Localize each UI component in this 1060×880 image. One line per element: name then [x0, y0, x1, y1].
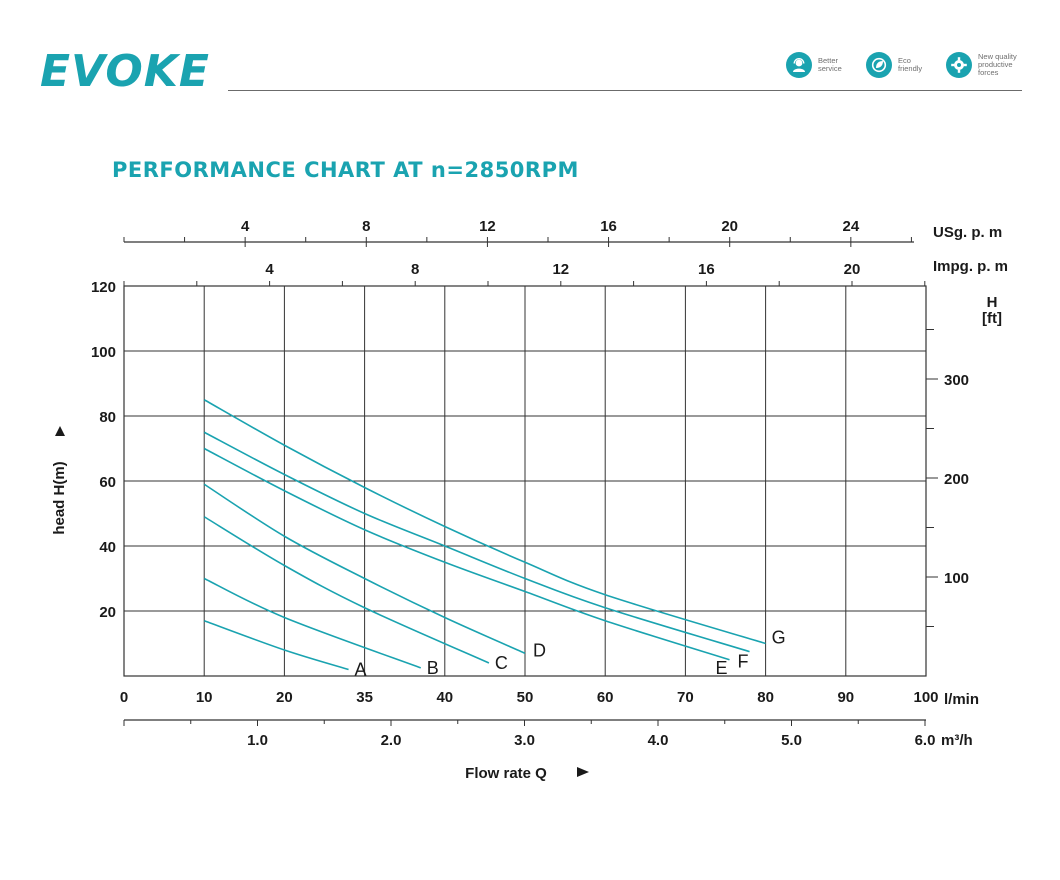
y-tick-label: 20: [99, 604, 116, 621]
us-gpm-unit-label: USg. p. m: [933, 224, 1002, 241]
curve-label-b: B: [427, 658, 439, 678]
m3h-tick-label: 5.0: [781, 732, 802, 749]
us-gpm-tick-label: 8: [362, 218, 370, 235]
chart-title: PERFORMANCE CHART AT n=2850RPM: [112, 158, 579, 182]
curve-b: [203, 577, 422, 669]
curve-label-d: D: [533, 640, 546, 660]
support-agent-icon: [786, 52, 812, 78]
y-tick-label: 60: [99, 474, 116, 491]
m3h-unit-label: m³/h: [941, 732, 973, 749]
y-axis-label: head H(m): [51, 461, 68, 534]
x-tick-label: 100: [913, 689, 938, 706]
curve-label-g: G: [772, 628, 786, 648]
us-gpm-tick-label: 20: [721, 218, 738, 235]
ft-tick-label: 100: [944, 570, 969, 587]
x-tick-label: 80: [757, 689, 774, 706]
x-axis-label: Flow rate Q: [465, 765, 547, 782]
curve-label-f: F: [738, 652, 749, 672]
x-tick-label: 40: [436, 689, 453, 706]
y-tick-label: 40: [99, 539, 116, 556]
y-tick-label: 100: [91, 344, 116, 361]
curve-label-e: E: [716, 658, 728, 678]
curve-a: [203, 619, 349, 671]
ft-axis-label: H: [987, 294, 998, 311]
y-tick-label: 120: [91, 279, 116, 296]
badge-better-service: Better service: [786, 52, 870, 78]
leaf-icon: [866, 52, 892, 78]
us-gpm-tick-label: 16: [600, 218, 617, 235]
header-divider: [228, 90, 1022, 91]
gear-icon: [946, 52, 972, 78]
us-gpm-tick-label: 4: [241, 218, 250, 235]
us-gpm-tick-label: 12: [479, 218, 496, 235]
badge-eco-friendly: Eco friendly: [866, 52, 950, 78]
curve-g: [203, 399, 766, 645]
x-tick-label: 70: [677, 689, 694, 706]
curve-e: [203, 447, 730, 661]
y-axis-arrow: [55, 426, 65, 436]
imp-gpm-tick-label: 4: [265, 261, 274, 278]
badge-text: Better service: [818, 56, 842, 73]
curve-d: [203, 483, 526, 654]
imp-gpm-tick-label: 20: [844, 261, 861, 278]
x-tick-label: 0: [120, 689, 128, 706]
m3h-tick-label: 4.0: [648, 732, 669, 749]
imp-gpm-tick-label: 8: [411, 261, 419, 278]
curve-label-c: C: [495, 653, 508, 673]
m3h-tick-label: 2.0: [381, 732, 402, 749]
x-tick-label: 35: [356, 689, 373, 706]
x-tick-label: 90: [837, 689, 854, 706]
badge-text: New quality productive forces: [978, 52, 1017, 77]
x-tick-label: 50: [517, 689, 534, 706]
us-gpm-tick-label: 24: [842, 218, 859, 235]
x-tick-label: 60: [597, 689, 614, 706]
x-tick-label: 10: [196, 689, 213, 706]
brand-logo: EVOKE: [40, 50, 210, 94]
ft-tick-label: 300: [944, 372, 969, 389]
ft-unit-label: [ft]: [982, 310, 1002, 327]
curve-f: [203, 431, 750, 653]
m3h-tick-label: 3.0: [514, 732, 535, 749]
imp-gpm-tick-label: 12: [552, 261, 569, 278]
x-unit-label: l/min: [944, 691, 979, 708]
imp-gpm-tick-label: 16: [698, 261, 715, 278]
x-tick-label: 20: [276, 689, 293, 706]
x-axis-arrow: [577, 767, 589, 777]
ft-tick-label: 200: [944, 471, 969, 488]
brand-logo-text: EVOKE: [40, 46, 210, 97]
imp-gpm-unit-label: Impg. p. m: [933, 258, 1008, 275]
badge-text: Eco friendly: [898, 56, 923, 73]
badge-productive-forces: New quality productive forces: [946, 52, 1030, 78]
y-tick-label: 80: [99, 409, 116, 426]
m3h-tick-label: 6.0: [915, 732, 936, 749]
curve-c: [203, 516, 490, 664]
m3h-tick-label: 1.0: [247, 732, 268, 749]
curve-label-a: A: [355, 660, 367, 680]
